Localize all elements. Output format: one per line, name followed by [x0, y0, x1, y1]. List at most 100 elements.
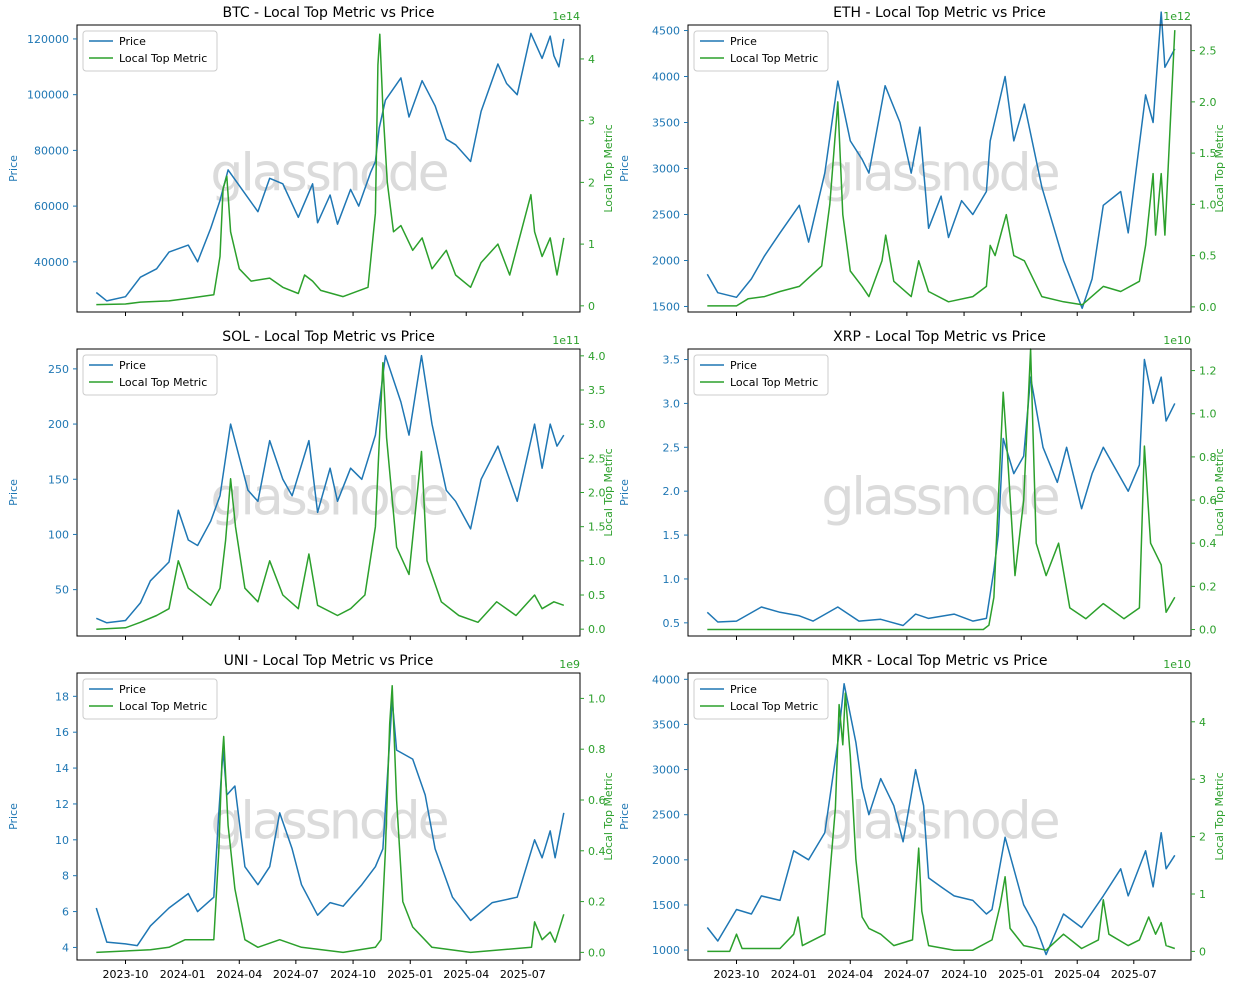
watermark: glassnode — [210, 792, 447, 852]
local-top-metric-line — [96, 361, 565, 630]
legend: Price Local Top Metric — [82, 354, 218, 396]
y-tick-label: 100000 — [27, 89, 69, 102]
watermark: glassnode — [821, 792, 1058, 852]
local-top-metric-line — [707, 348, 1176, 631]
y-tick-label: 3500 — [652, 718, 680, 731]
local-top-metric-line — [707, 692, 1176, 953]
x-tick-label: 2025-04 — [443, 968, 489, 981]
y2-tick-label: 1.5 — [588, 521, 606, 534]
y2-tick-label: 0.0 — [1199, 301, 1217, 314]
y-axis-label: Price — [7, 155, 20, 182]
y2-tick-label: 3 — [1199, 773, 1206, 786]
local-top-metric-line — [96, 33, 565, 306]
y-tick-label: 200 — [48, 418, 69, 431]
watermark: glassnode — [821, 468, 1058, 528]
y-tick-label: 4000 — [652, 71, 680, 84]
y-tick-label: 6 — [62, 906, 69, 919]
y-tick-label: 1500 — [652, 899, 680, 912]
x-tick-label: 2025-01 — [387, 968, 433, 981]
legend-metric-label: Local Top Metric — [119, 376, 207, 389]
y2-offset-label: 1e10 — [1163, 334, 1191, 347]
y2-tick-label: 0 — [1199, 945, 1206, 958]
legend: Price Local Top Metric — [693, 678, 829, 720]
y2-offset-label: 1e10 — [1163, 658, 1191, 671]
y2-tick-label: 0.8 — [588, 743, 606, 756]
y2-tick-label: 0.0 — [588, 946, 606, 959]
uni-chart: glassnode UNI - Local Top Metric vs Price… — [7, 653, 615, 981]
x-tick-label: 2024-10 — [941, 968, 987, 981]
legend: Price Local Top Metric — [82, 30, 218, 72]
price-line — [95, 699, 565, 947]
y2-tick-label: 2.0 — [1199, 96, 1217, 109]
x-tick-label: 2024-07 — [273, 968, 319, 981]
y2-tick-label: 1 — [1199, 888, 1206, 901]
y2-tick-label: 2.0 — [588, 487, 606, 500]
x-tick-label: 2024-01 — [771, 968, 817, 981]
sol-chart: glassnode SOL - Local Top Metric vs Price… — [7, 329, 615, 640]
y2-offset-label: 1e9 — [559, 658, 580, 671]
y-tick-label: 2500 — [652, 208, 680, 221]
mkr-chart: glassnode MKR - Local Top Metric vs Price… — [618, 653, 1226, 981]
legend-metric-label: Local Top Metric — [730, 700, 818, 713]
y-axis-label: Price — [618, 479, 631, 506]
x-tick-label: 2024-10 — [330, 968, 376, 981]
x-tick-label: 2024-01 — [160, 968, 206, 981]
legend-price-label: Price — [119, 359, 146, 372]
legend-box — [693, 678, 829, 720]
y2-tick-label: 3.5 — [588, 384, 606, 397]
legend-price-label: Price — [119, 683, 146, 696]
y-axis-label: Price — [7, 479, 20, 506]
legend-price-label: Price — [730, 359, 757, 372]
y-tick-label: 4500 — [652, 25, 680, 38]
y-tick-label: 3500 — [652, 117, 680, 130]
legend-box — [82, 354, 218, 396]
y-tick-label: 18 — [55, 690, 69, 703]
btc-chart: glassnode BTC - Local Top Metric vs Price… — [7, 5, 615, 316]
legend-metric-label: Local Top Metric — [119, 52, 207, 65]
legend: Price Local Top Metric — [693, 354, 829, 396]
y2-axis-label: Local Top Metric — [602, 124, 615, 212]
y-tick-label: 1000 — [652, 944, 680, 957]
eth-chart: glassnode ETH - Local Top Metric vs Price… — [618, 5, 1226, 316]
y2-offset-label: 1e12 — [1163, 10, 1191, 23]
y-tick-label: 8 — [62, 870, 69, 883]
legend-price-label: Price — [119, 35, 146, 48]
y2-tick-label: 1.5 — [1199, 147, 1217, 160]
y2-axis-label: Local Top Metric — [1213, 448, 1226, 536]
y2-tick-label: 0.4 — [1199, 537, 1217, 550]
x-tick-label: 2025-07 — [500, 968, 546, 981]
y-tick-label: 1.5 — [663, 529, 681, 542]
price-line — [96, 354, 565, 624]
price-line — [706, 358, 1176, 627]
y2-tick-label: 2.5 — [1199, 45, 1217, 58]
y-tick-label: 50 — [55, 584, 69, 597]
chart-title: XRP - Local Top Metric vs Price — [833, 329, 1046, 345]
plot-frame — [76, 24, 581, 313]
plot-frame — [76, 672, 581, 961]
legend-price-label: Price — [730, 683, 757, 696]
legend-box — [82, 678, 218, 720]
y-tick-label: 4 — [62, 941, 69, 954]
chart-title: ETH - Local Top Metric vs Price — [833, 5, 1046, 21]
y-tick-label: 3.5 — [663, 354, 681, 367]
y-tick-label: 12 — [55, 798, 69, 811]
y2-tick-label: 4 — [1199, 716, 1206, 729]
y2-offset-label: 1e14 — [552, 10, 580, 23]
y2-tick-label: 0.8 — [1199, 451, 1217, 464]
y2-offset-label: 1e11 — [552, 334, 580, 347]
x-tick-label: 2024-04 — [216, 968, 262, 981]
y-axis-label: Price — [618, 803, 631, 830]
legend-metric-label: Local Top Metric — [119, 700, 207, 713]
x-tick-label: 2024-07 — [884, 968, 930, 981]
y2-axis-label: Local Top Metric — [1213, 772, 1226, 860]
y2-tick-label: 1.0 — [588, 555, 606, 568]
y-tick-label: 14 — [55, 762, 69, 775]
legend-box — [82, 30, 218, 72]
y2-tick-label: 1.2 — [1199, 365, 1217, 378]
x-tick-label: 2023-10 — [714, 968, 760, 981]
legend-metric-label: Local Top Metric — [730, 52, 818, 65]
y-tick-label: 60000 — [34, 200, 69, 213]
y2-tick-label: 3.0 — [588, 418, 606, 431]
x-tick-label: 2025-07 — [1111, 968, 1157, 981]
legend-price-label: Price — [730, 35, 757, 48]
